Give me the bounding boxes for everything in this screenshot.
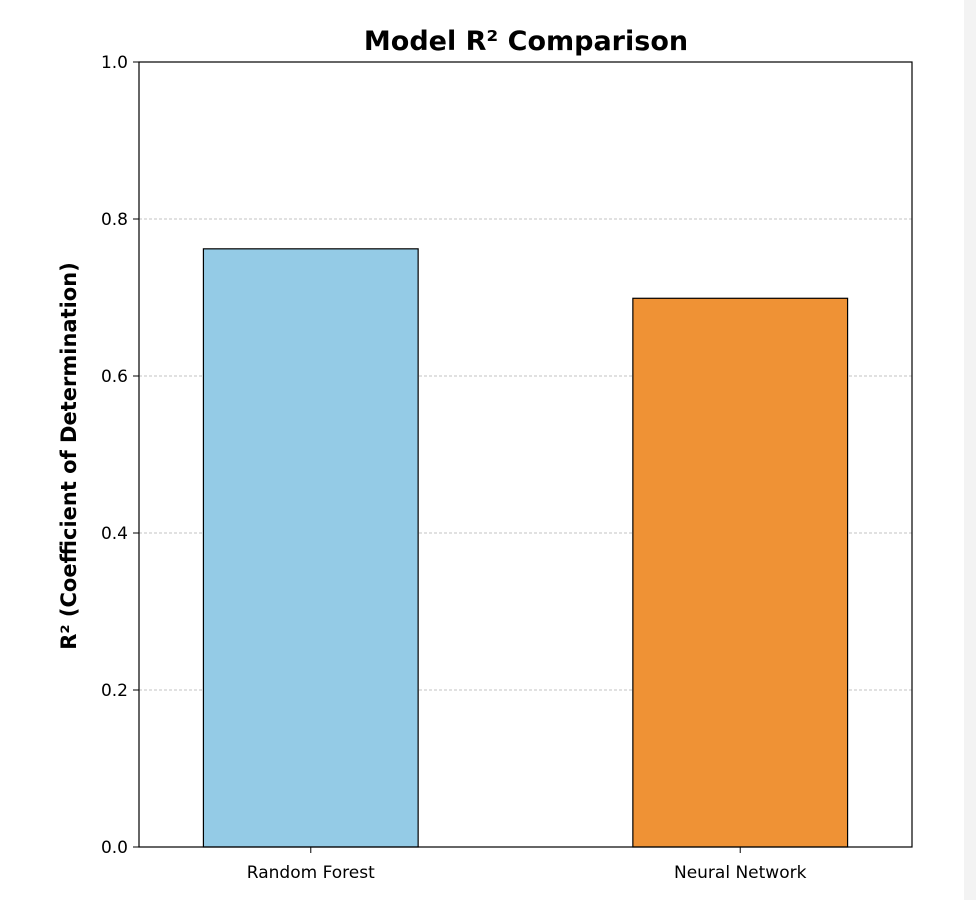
y-axis-label: R² (Coefficient of Determination) — [57, 262, 81, 650]
y-tick-label: 0.2 — [101, 681, 128, 701]
grid-lines — [139, 218, 912, 691]
y-tick-label: 1.0 — [101, 53, 128, 73]
y-tick-label: 0.4 — [101, 524, 128, 544]
x-tick-label: Neural Network — [674, 863, 807, 883]
x-tick-label: Random Forest — [247, 863, 375, 883]
y-tick-label: 0.8 — [101, 210, 128, 230]
y-tick-label: 0.6 — [101, 367, 128, 387]
y-axis-ticks: 0.0 0.2 0.4 0.6 0.8 1.0 — [101, 53, 139, 858]
bars — [202, 248, 849, 848]
bar-random-forest — [202, 248, 419, 848]
x-axis-ticks: Random Forest Neural Network — [247, 847, 807, 883]
window-edge-strip — [964, 0, 976, 900]
chart-title: Model R² Comparison — [364, 26, 688, 57]
y-tick-label: 0.0 — [101, 838, 128, 858]
bar-neural-network — [632, 297, 849, 848]
plot-frame — [138, 61, 913, 848]
